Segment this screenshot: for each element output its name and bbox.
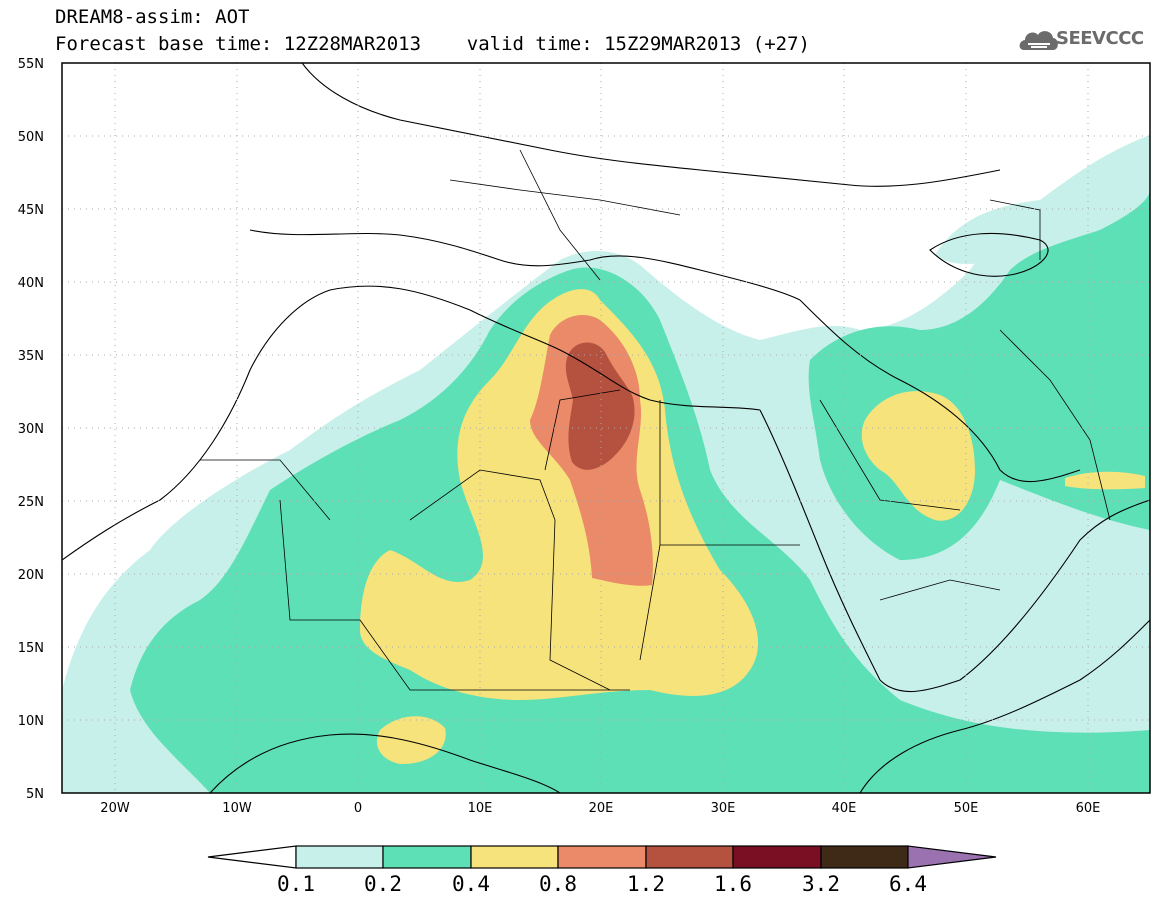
colorbar-label: 6.4 — [889, 872, 927, 896]
seevccc-logo: SEEVCCC — [1056, 28, 1144, 49]
colorbar-bin — [820, 845, 909, 869]
country-borders — [200, 149, 1111, 691]
lon-tick: 0 — [354, 801, 362, 816]
colorbar-label: 1.2 — [627, 872, 665, 896]
colorbar-label: 0.4 — [452, 872, 490, 896]
lat-tick: 45N — [18, 203, 44, 218]
lat-tick: 40N — [18, 276, 44, 291]
colorbar-max-arrow — [907, 845, 997, 869]
lat-tick: 30N — [18, 422, 44, 437]
lon-tick: 30E — [711, 801, 736, 816]
aot-0.1-0.2-caspian — [935, 200, 1054, 265]
lat-tick: 35N — [18, 349, 44, 364]
map-title: DREAM8-assim: AOT — [55, 6, 250, 28]
colorbar-bin — [295, 845, 384, 869]
lat-tick: 15N — [18, 641, 44, 656]
latitude-axis: 55N 50N 45N 40N 35N 30N 25N 20N 15N 10N … — [18, 57, 44, 802]
lat-tick: 5N — [26, 787, 44, 802]
colorbar-label: 0.1 — [277, 872, 315, 896]
longitude-axis: 20W 10W 0 10E 20E 30E 40E 50E 60E — [100, 801, 1100, 816]
lon-tick: 60E — [1076, 801, 1101, 816]
aot-1.2-1.6-area — [565, 342, 635, 470]
aot-0.4-0.8-arabia — [861, 391, 975, 521]
coastlines — [62, 63, 1150, 793]
colorbar — [207, 845, 997, 869]
colorbar-bin — [732, 845, 822, 869]
colorbar-bin — [470, 845, 559, 869]
aot-0.4-0.8-gulf — [1065, 471, 1145, 490]
colorbar-label: 0.8 — [539, 872, 577, 896]
lon-tick: 20W — [100, 801, 130, 816]
colorbar-bin — [645, 845, 734, 869]
colorbar-label: 1.6 — [714, 872, 752, 896]
colorbar-label: 3.2 — [802, 872, 840, 896]
lon-tick: 10W — [222, 801, 252, 816]
forecast-time-line: Forecast base time: 12Z28MAR2013 valid t… — [55, 33, 810, 55]
lon-tick: 40E — [832, 801, 857, 816]
aot-0.4-0.8-lowblob — [376, 716, 446, 765]
gridlines — [62, 63, 1150, 793]
lat-tick: 55N — [18, 57, 44, 72]
cloud-icon — [1019, 31, 1058, 50]
colorbar-label: 0.2 — [364, 872, 402, 896]
aot-0.4-0.8-area — [360, 289, 759, 700]
lon-tick: 10E — [468, 801, 493, 816]
lat-tick: 50N — [18, 130, 44, 145]
lat-tick: 20N — [18, 568, 44, 583]
colorbar-bin — [382, 845, 472, 869]
colorbar-bin — [557, 845, 647, 869]
lat-tick: 10N — [18, 714, 44, 729]
lon-tick: 50E — [954, 801, 979, 816]
lat-tick: 25N — [18, 495, 44, 510]
map-frame — [61, 62, 1151, 794]
colorbar-min-arrow — [207, 845, 297, 869]
lon-tick: 20E — [589, 801, 614, 816]
